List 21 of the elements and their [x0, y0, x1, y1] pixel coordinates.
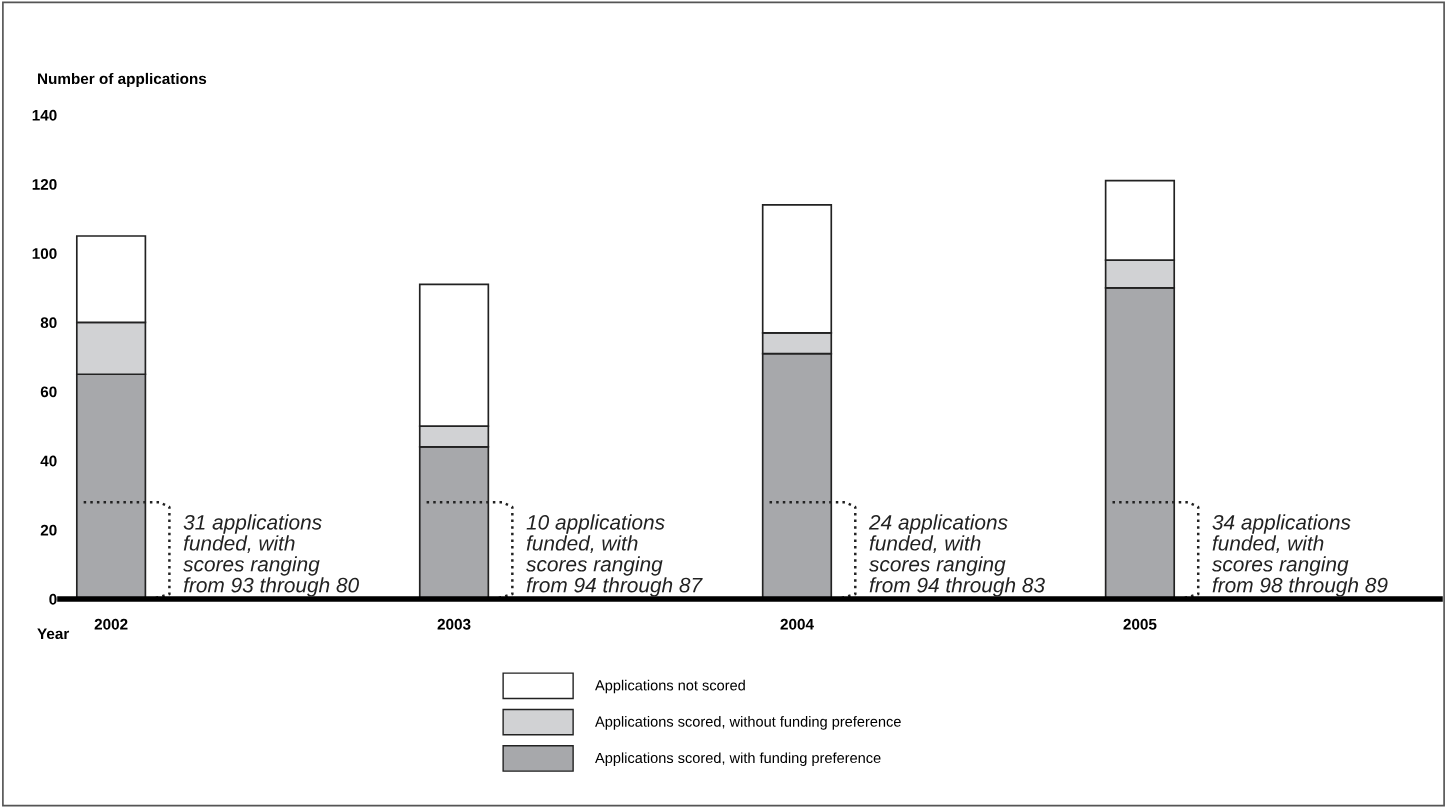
annotation: 31 applications funded, with scores ranging from 93 through 80 — [183, 514, 359, 597]
y-tick-label: 40 — [40, 455, 57, 467]
y-tick-label: 0 — [49, 593, 57, 605]
legend-label: Applications scored, with funding preference — [595, 752, 881, 766]
x-tick-label: 2002 — [94, 618, 128, 630]
y-tick-label: 100 — [32, 248, 57, 259]
x-tick-label: 2003 — [437, 618, 471, 630]
y-tick-label: 80 — [40, 317, 57, 329]
y-tick-label: 20 — [40, 524, 57, 536]
y-tick-label: 120 — [32, 179, 57, 190]
annotation: 34 applications funded, with scores ranging from 98 through 89 — [1212, 514, 1388, 597]
annotation: 24 applications funded, with scores ranging from 94 through 83 — [868, 514, 1045, 597]
annotation: 10 applications funded, with scores ranging from 94 through 87 — [526, 514, 703, 597]
x-axis-title: Year — [37, 628, 70, 640]
x-tick-label: 2005 — [1123, 618, 1157, 630]
x-tick-label: 2004 — [780, 618, 814, 630]
legend-label: Applications not scored — [595, 679, 745, 694]
legend-label: Applications scored, without funding preference — [595, 716, 901, 730]
y-tick-label: 60 — [40, 386, 57, 398]
y-tick-label: 140 — [32, 109, 57, 121]
y-axis-title: Number of applications — [38, 72, 207, 88]
